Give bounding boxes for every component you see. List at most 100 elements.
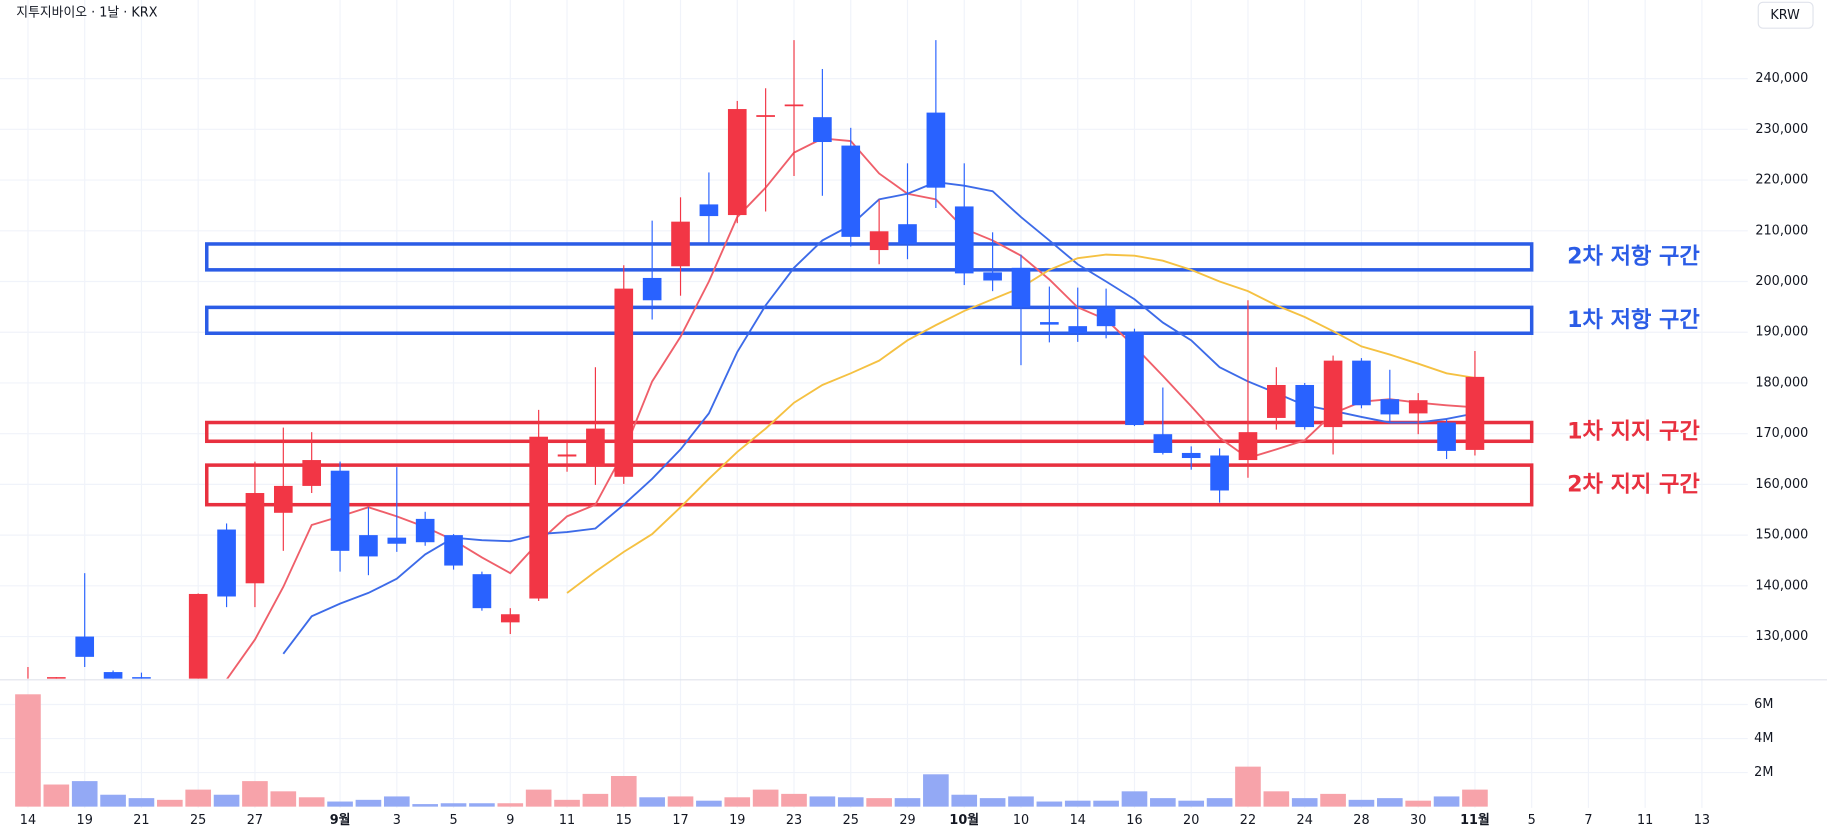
y-tick-label: 200,000 [1755, 274, 1808, 289]
volume-bar [1206, 798, 1233, 807]
volume-bar [1348, 799, 1375, 807]
volume-bar [469, 803, 495, 807]
zone-label: 1차 지지 구간 [1567, 418, 1700, 444]
candle-body [217, 529, 236, 597]
volume-bar [213, 794, 240, 807]
volume-bar [185, 789, 212, 807]
candle-body [1068, 326, 1088, 334]
x-tick-label: 14 [1070, 813, 1086, 828]
candle-body [1096, 307, 1116, 327]
volume-bar [951, 794, 978, 807]
candle-body [671, 221, 690, 267]
x-tick-label: 21 [133, 813, 149, 828]
y-tick-label: 140,000 [1755, 578, 1808, 593]
candle-body [47, 677, 66, 679]
candle-body [472, 574, 492, 609]
volume-bar [327, 801, 353, 807]
candle-body [1465, 376, 1485, 450]
volume-bar [1008, 796, 1034, 807]
x-tick-label: 11 [559, 813, 575, 828]
x-tick-label: 7 [1584, 813, 1592, 828]
candle-body [954, 206, 974, 274]
x-tick-label: 27 [247, 813, 263, 828]
volume-bar [355, 799, 382, 807]
candle-body [1323, 360, 1343, 428]
volume-bar [15, 694, 41, 807]
volume-bar [242, 781, 268, 807]
x-tick-label: 28 [1353, 813, 1369, 828]
volume-bar [837, 797, 864, 807]
candle-body [330, 470, 350, 551]
y-tick-label: 130,000 [1755, 629, 1808, 644]
x-tick-label: 5 [449, 813, 457, 828]
candle-body [1352, 360, 1371, 406]
zone [205, 420, 1534, 444]
y-tick-label: 180,000 [1755, 375, 1808, 390]
volume-bar [923, 774, 949, 807]
zone [205, 242, 1534, 272]
y-tick-label: 220,000 [1755, 173, 1808, 188]
currency-button[interactable] [1757, 1, 1814, 29]
x-tick-label: 25 [190, 813, 206, 828]
candle-body [557, 454, 577, 457]
candle-body [983, 272, 1002, 281]
x-tick-label: 24 [1297, 813, 1313, 828]
volume-bar [412, 804, 438, 807]
volume-bar [1121, 791, 1148, 807]
candle-body [1380, 399, 1400, 415]
candle-body [132, 677, 151, 679]
x-tick-label: 9월 [330, 812, 351, 828]
volume-bar [383, 796, 410, 807]
volume-bar [157, 799, 183, 807]
candle-body [359, 535, 378, 557]
x-tick-label: 5 [1528, 813, 1536, 828]
volume-bar [894, 798, 921, 807]
x-tick-label: 16 [1126, 813, 1142, 828]
y-tick-label: 210,000 [1755, 223, 1808, 238]
candle-body [869, 231, 889, 251]
volume-bar [752, 789, 779, 807]
candle-body [813, 117, 832, 143]
volume-bar [1433, 796, 1460, 807]
x-tick-label: 19 [77, 813, 93, 828]
volume-bar [781, 793, 807, 807]
zone [205, 305, 1534, 336]
currency-label[interactable]: KRW [1770, 8, 1800, 23]
x-tick-label: 11 [1637, 813, 1653, 828]
x-tick-label: 10월 [949, 812, 979, 828]
candle-body [415, 518, 435, 543]
y-tick-label: 230,000 [1755, 122, 1808, 137]
zone-label: 1차 저항 구간 [1567, 307, 1700, 333]
x-tick-label: 10 [1013, 813, 1029, 828]
x-tick-label: 20 [1183, 813, 1199, 828]
y-tick-label: 240,000 [1755, 71, 1808, 86]
y-tick-label: 170,000 [1755, 426, 1808, 441]
volume-bar [100, 794, 126, 807]
zone-label: 2차 저항 구간 [1567, 243, 1700, 269]
candle-body [1238, 432, 1258, 461]
x-tick-label: 23 [786, 813, 802, 828]
volume-bar [979, 798, 1006, 807]
volume-bar [582, 793, 609, 807]
x-tick-label: 29 [899, 813, 915, 828]
candle-body [1125, 332, 1144, 426]
candle-body [273, 485, 293, 513]
volume-tick-label: 4M [1754, 731, 1773, 746]
candle-body [642, 277, 662, 301]
volume-bar [525, 789, 552, 807]
candle-body [1181, 452, 1201, 459]
volume-bar [1462, 789, 1488, 807]
volume-bar [1064, 800, 1091, 807]
candle-body [500, 614, 520, 623]
candle-body [1295, 384, 1315, 428]
x-tick-label: 14 [20, 813, 36, 828]
volume-bar [639, 797, 665, 807]
x-tick-label: 25 [843, 813, 859, 828]
volume-bar [298, 797, 325, 807]
zone-label: 2차 지지 구간 [1567, 471, 1700, 497]
volume-bar [724, 797, 751, 807]
candle-body [1153, 434, 1173, 453]
volume-bar [1235, 766, 1261, 807]
